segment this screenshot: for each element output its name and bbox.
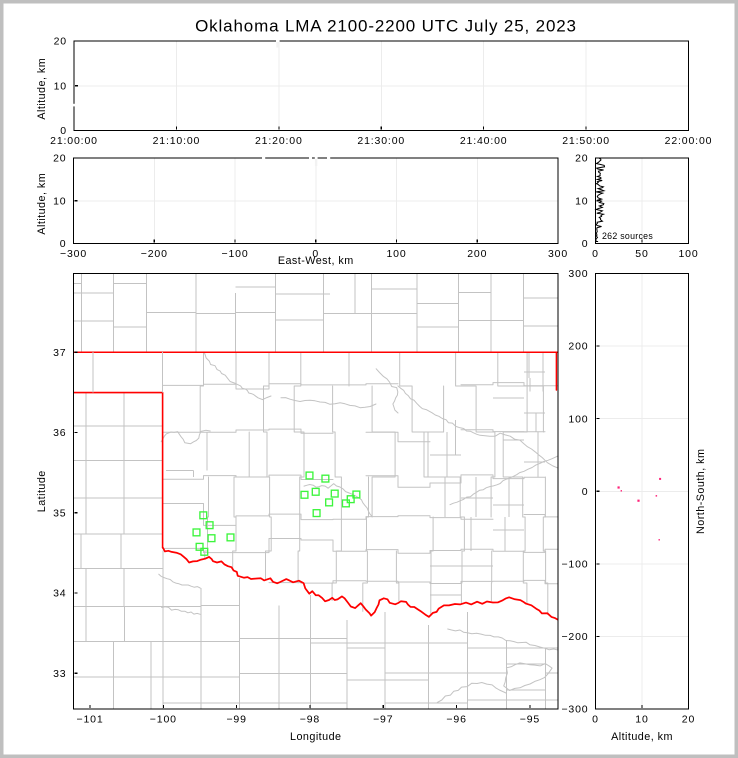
svg-text:Longitude: Longitude: [290, 731, 341, 743]
svg-text:10: 10: [635, 714, 648, 726]
svg-text:100: 100: [386, 248, 406, 260]
svg-text:Oklahoma LMA 2100-2200 UTC Jul: Oklahoma LMA 2100-2200 UTC July 25, 2023: [195, 17, 577, 36]
svg-text:21:20:00: 21:20:00: [255, 135, 303, 147]
svg-text:50: 50: [635, 248, 648, 260]
svg-text:35: 35: [53, 507, 66, 519]
svg-text:Altitude, km: Altitude, km: [36, 173, 48, 235]
svg-text:21:40:00: 21:40:00: [460, 135, 508, 147]
svg-text:200: 200: [467, 248, 487, 260]
svg-text:−100: −100: [150, 714, 177, 726]
svg-text:21:50:00: 21:50:00: [562, 135, 610, 147]
svg-text:20: 20: [53, 153, 66, 165]
svg-text:200: 200: [568, 341, 588, 353]
svg-text:0: 0: [60, 238, 67, 250]
svg-text:20: 20: [54, 36, 67, 48]
svg-text:−100: −100: [221, 248, 248, 260]
svg-text:−99: −99: [226, 714, 246, 726]
svg-text:−98: −98: [300, 714, 320, 726]
svg-text:10: 10: [53, 195, 66, 207]
svg-text:0: 0: [592, 714, 599, 726]
svg-text:100: 100: [678, 248, 698, 260]
svg-text:36: 36: [53, 427, 66, 439]
svg-text:300: 300: [568, 268, 588, 280]
svg-text:−200: −200: [141, 248, 168, 260]
svg-text:Altitude, km: Altitude, km: [611, 731, 673, 743]
svg-text:−101: −101: [76, 714, 103, 726]
svg-text:37: 37: [53, 347, 66, 359]
svg-text:0: 0: [582, 486, 589, 498]
svg-text:34: 34: [53, 588, 66, 600]
svg-text:0: 0: [582, 238, 589, 250]
svg-text:262 sources: 262 sources: [602, 231, 653, 241]
svg-text:0: 0: [592, 248, 599, 260]
svg-text:−97: −97: [373, 714, 393, 726]
svg-text:10: 10: [54, 80, 67, 92]
svg-text:33: 33: [53, 668, 66, 680]
svg-text:21:30:00: 21:30:00: [357, 135, 405, 147]
svg-text:−95: −95: [520, 714, 540, 726]
svg-text:−300: −300: [561, 704, 588, 716]
svg-text:21:00:00: 21:00:00: [50, 135, 98, 147]
svg-text:300: 300: [548, 248, 568, 260]
svg-text:22:00:00: 22:00:00: [665, 135, 713, 147]
svg-text:Altitude, km: Altitude, km: [36, 58, 48, 120]
svg-text:10: 10: [575, 195, 588, 207]
svg-text:20: 20: [682, 714, 695, 726]
svg-text:East-West, km: East-West, km: [278, 255, 354, 267]
svg-text:0: 0: [312, 248, 319, 260]
svg-text:North-South, km: North-South, km: [695, 449, 707, 534]
svg-text:−100: −100: [561, 558, 588, 570]
svg-text:20: 20: [575, 153, 588, 165]
svg-text:−300: −300: [60, 248, 87, 260]
svg-text:−200: −200: [561, 631, 588, 643]
svg-text:−96: −96: [446, 714, 466, 726]
svg-text:21:10:00: 21:10:00: [153, 135, 201, 147]
svg-text:0: 0: [60, 125, 67, 137]
svg-text:100: 100: [568, 413, 588, 425]
svg-text:Latitude: Latitude: [36, 470, 48, 512]
